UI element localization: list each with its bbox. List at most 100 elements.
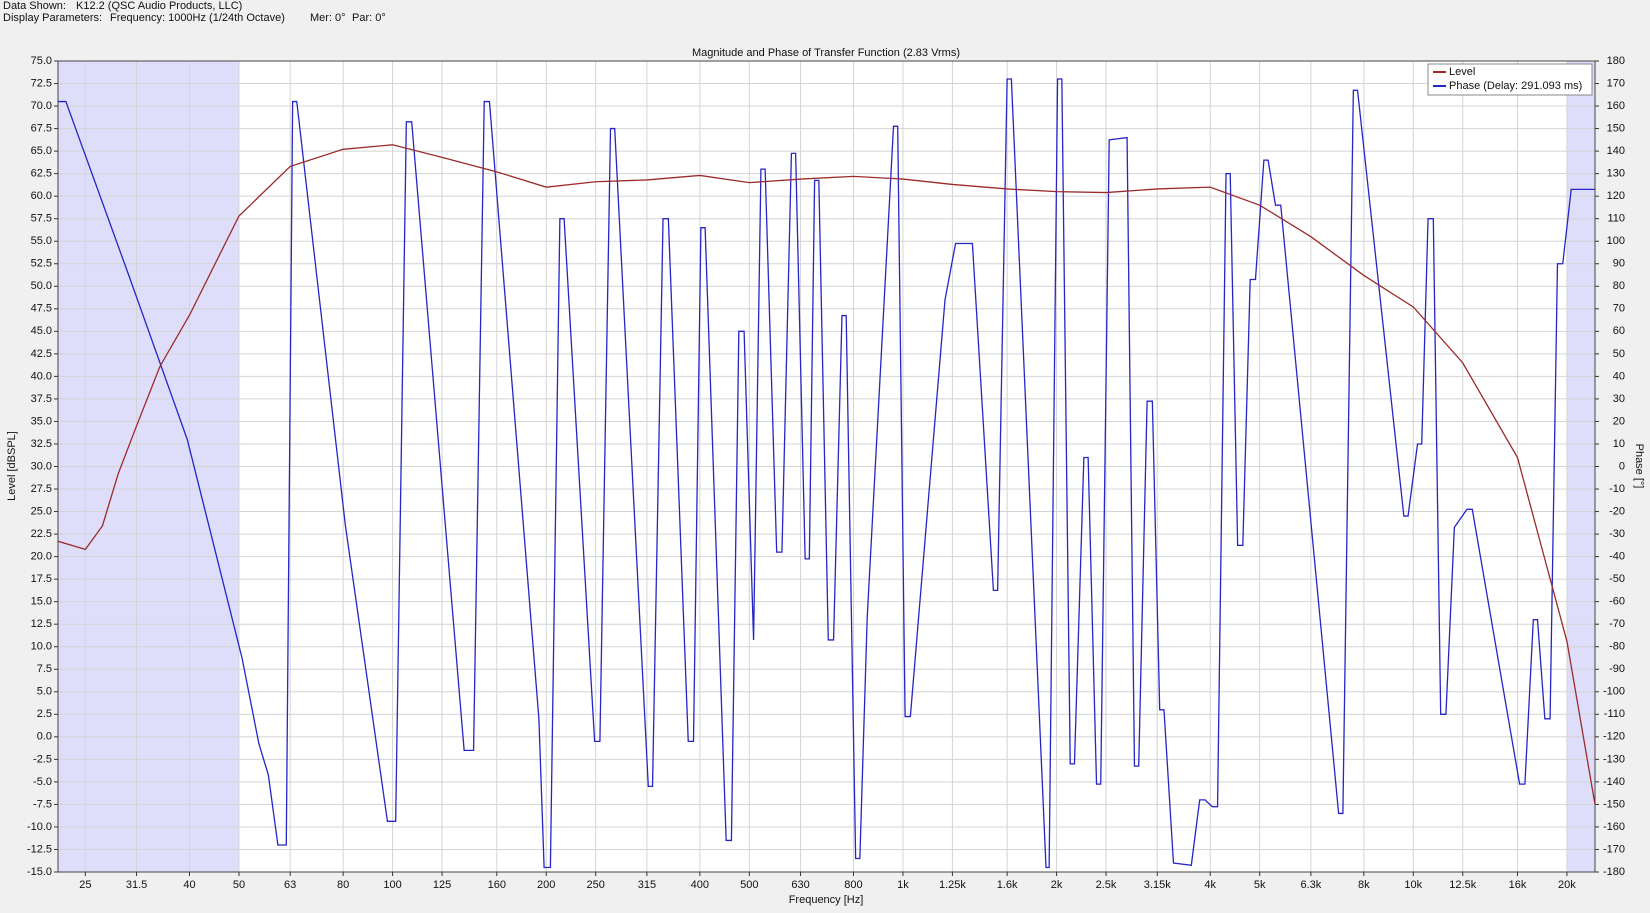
y-tick-label: 30.0	[31, 460, 52, 472]
y2-tick-label: -170	[1603, 843, 1625, 855]
y2-tick-label: 140	[1607, 145, 1625, 157]
y2-tick-label: 100	[1607, 235, 1625, 247]
y-tick-label: 70.0	[31, 100, 52, 112]
y2-tick-label: 40	[1613, 370, 1625, 382]
legend-box	[1427, 63, 1593, 96]
y-axis-label: Level [dBSPL]	[6, 431, 18, 501]
par-param: Par: 0°	[352, 12, 386, 24]
y2-tick-label: -100	[1603, 686, 1625, 698]
y2-tick-label: 130	[1607, 168, 1625, 180]
x-tick-label: 20k	[1558, 879, 1576, 891]
x-tick-label: 12.5k	[1449, 879, 1476, 891]
y-tick-label: 15.0	[31, 596, 52, 608]
x-tick-label: 80	[337, 879, 349, 891]
y-tick-label: 75.0	[31, 55, 52, 67]
x-tick-label: 1.25k	[939, 879, 966, 891]
y-tick-label: 55.0	[31, 235, 52, 247]
x-tick-label: 200	[537, 879, 555, 891]
x-tick-label: 800	[844, 879, 862, 891]
y2-tick-label: 110	[1607, 213, 1625, 225]
y-tick-label: 62.5	[31, 168, 52, 180]
y-tick-label: 10.0	[31, 641, 52, 653]
x-axis-label: Frequency [Hz]	[789, 894, 864, 906]
y-tick-label: 45.0	[31, 325, 52, 337]
y2-tick-label: 80	[1613, 280, 1625, 292]
y2-tick-label: 60	[1613, 325, 1625, 337]
x-tick-label: 1k	[897, 879, 909, 891]
y-tick-label: 57.5	[31, 213, 52, 225]
chart-title: Magnitude and Phase of Transfer Function…	[692, 47, 960, 59]
y-tick-label: -10.0	[27, 821, 52, 833]
y2-tick-label: -180	[1603, 866, 1625, 878]
y-tick-label: 72.5	[31, 77, 52, 89]
y-tick-label: 32.5	[31, 438, 52, 450]
y-tick-label: -7.5	[33, 798, 52, 810]
x-tick-label: 315	[638, 879, 656, 891]
y-tick-label: 65.0	[31, 145, 52, 157]
y2-tick-label: 120	[1607, 190, 1625, 202]
data-shown: K12.2 (QSC Audio Products, LLC)	[76, 0, 242, 12]
x-tick-label: 25	[79, 879, 91, 891]
y2-tick-label: 50	[1613, 348, 1625, 360]
y2-tick-label: -110	[1604, 708, 1625, 720]
y-tick-label: 5.0	[37, 686, 52, 698]
y2-tick-label: 70	[1613, 303, 1625, 315]
x-tick-label: 500	[740, 879, 758, 891]
y2-tick-label: -60	[1609, 596, 1625, 608]
y-tick-label: 27.5	[31, 483, 52, 495]
x-tick-label: 100	[383, 879, 401, 891]
x-tick-label: 40	[183, 879, 195, 891]
x-tick-label: 4k	[1204, 879, 1216, 891]
x-tick-label: 3.15k	[1144, 879, 1171, 891]
y2-tick-label: 90	[1613, 258, 1625, 270]
data-shown-label: Data Shown:	[3, 0, 66, 12]
y-tick-label: 52.5	[31, 258, 52, 270]
y-tick-label: 22.5	[31, 528, 52, 540]
y-tick-label: 7.5	[37, 663, 52, 675]
y2-tick-label: -130	[1603, 753, 1625, 765]
x-tick-label: 125	[433, 879, 451, 891]
y-tick-label: 67.5	[31, 122, 52, 134]
x-tick-label: 630	[791, 879, 809, 891]
y-tick-label: 35.0	[31, 415, 52, 427]
y-tick-label: -2.5	[33, 753, 52, 765]
y2-tick-label: -80	[1609, 641, 1625, 653]
y-tick-label: 0.0	[37, 731, 52, 743]
y-tick-label: 40.0	[31, 370, 52, 382]
y-tick-label: 60.0	[31, 190, 52, 202]
y-tick-label: -5.0	[33, 776, 52, 788]
y2-tick-label: 20	[1613, 415, 1625, 427]
y-tick-label: 42.5	[31, 348, 52, 360]
x-tick-label: 63	[284, 879, 296, 891]
x-tick-label: 10k	[1404, 879, 1422, 891]
y-tick-label: -12.5	[27, 843, 52, 855]
y2-tick-label: -140	[1603, 776, 1625, 788]
x-tick-label: 16k	[1509, 879, 1527, 891]
x-tick-label: 8k	[1358, 879, 1370, 891]
y2-tick-label: -40	[1609, 551, 1625, 563]
x-tick-label: 6.3k	[1300, 879, 1321, 891]
x-tick-label: 2.5k	[1096, 879, 1117, 891]
x-tick-label: 5k	[1254, 879, 1266, 891]
plot-frame	[57, 60, 1596, 873]
y-tick-label: -15.0	[27, 866, 52, 878]
y2-tick-label: -30	[1609, 528, 1625, 540]
x-tick-label: 1.6k	[997, 879, 1018, 891]
y-tick-label: 50.0	[31, 280, 52, 292]
y-tick-label: 17.5	[31, 573, 52, 585]
frequency-param: Frequency: 1000Hz (1/24th Octave)	[110, 12, 285, 24]
x-tick-label: 2k	[1051, 879, 1063, 891]
legend-label: Phase (Delay: 291.093 ms)	[1449, 80, 1582, 92]
y2-tick-label: -50	[1609, 573, 1625, 585]
y2-tick-label: 160	[1607, 100, 1625, 112]
y2-tick-label: -90	[1609, 663, 1625, 675]
y-tick-label: 20.0	[31, 551, 52, 563]
y-tick-label: 12.5	[31, 618, 52, 630]
legend-label: Level	[1449, 66, 1475, 78]
y2-axis-label: Phase [°]	[1633, 444, 1645, 489]
y2-tick-label: 0	[1619, 460, 1625, 472]
series-line	[58, 78, 1595, 869]
mer-param: Mer: 0°	[310, 12, 346, 24]
x-tick-label: 31.5	[126, 879, 147, 891]
